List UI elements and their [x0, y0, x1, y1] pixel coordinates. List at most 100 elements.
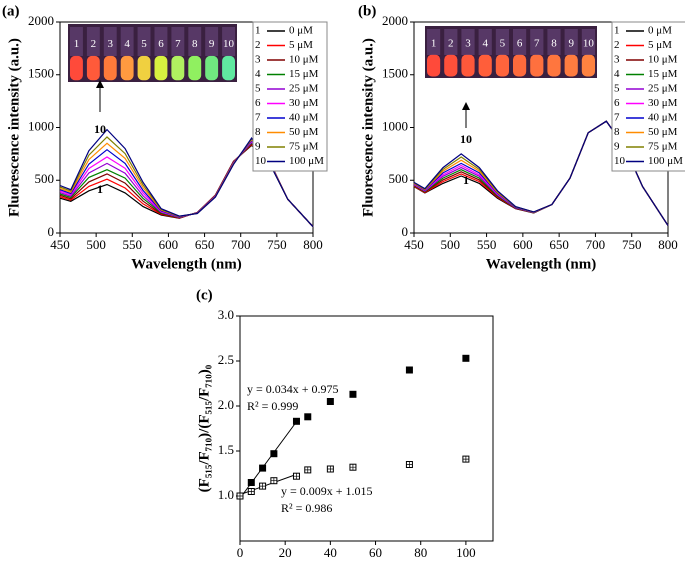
tube	[154, 55, 168, 81]
legend-index: 7	[255, 112, 261, 124]
legend-label: 50 μM	[648, 126, 678, 138]
data-point-cross	[259, 483, 266, 490]
data-point	[292, 417, 300, 425]
tube-number: 9	[209, 38, 215, 50]
tube-top	[581, 29, 595, 55]
x-tick-label: 650	[195, 237, 215, 252]
tube-number: 3	[465, 38, 471, 50]
tube	[564, 54, 578, 77]
tube-top	[530, 29, 544, 55]
tube	[547, 54, 561, 77]
x-tick-label: 450	[50, 237, 70, 252]
tube-number: 7	[175, 38, 181, 50]
x-tick-label: 600	[159, 237, 179, 252]
legend-label: 30 μM	[289, 97, 319, 109]
annotation: 10	[460, 132, 472, 146]
tube-top	[427, 29, 441, 55]
tube	[444, 54, 458, 77]
data-point	[349, 390, 357, 398]
panel-label: (c)	[196, 287, 213, 303]
legend-index: 2	[614, 39, 620, 51]
tube-number: 10	[223, 38, 235, 50]
x-tick-label: 500	[86, 237, 106, 252]
x-tick-label: 750	[267, 237, 287, 252]
tube-top	[171, 27, 185, 56]
tube-top	[495, 29, 509, 55]
panel-label: (b)	[358, 3, 376, 19]
tube	[86, 55, 100, 81]
legend-index: 1	[255, 25, 261, 37]
legend-index: 8	[614, 126, 620, 138]
data-point	[270, 450, 278, 458]
tube	[222, 55, 235, 81]
y-tick-label: 0	[402, 224, 409, 239]
x-tick-label: 550	[123, 237, 143, 252]
tube	[427, 54, 441, 77]
tube-top	[70, 27, 83, 56]
legend-index: 6	[255, 97, 261, 109]
legend-label: 25 μM	[648, 83, 678, 95]
fit-equation: y = 0.009x + 1.015	[281, 484, 373, 498]
legend-index: 3	[255, 54, 261, 66]
tube-top	[205, 27, 219, 56]
legend-index: 4	[255, 68, 261, 80]
x-tick-label: 100	[456, 545, 476, 560]
legend-label: 100 μM	[648, 155, 683, 167]
x-tick-label: 750	[622, 237, 642, 252]
data-point-cross	[293, 473, 300, 480]
legend-index: 9	[614, 141, 620, 153]
data-point-cross	[349, 464, 356, 471]
fit-r2: R² = 0.999	[247, 399, 298, 413]
data-point-cross	[237, 493, 243, 499]
y-axis-label: Fluorescence intensity (a.u.)	[6, 38, 22, 217]
tube-number: 4	[124, 38, 130, 50]
y-tick-label: 2000	[382, 13, 408, 28]
annotation: 1	[463, 173, 469, 187]
x-tick-label: 0	[237, 545, 244, 560]
tube	[120, 55, 134, 81]
y-tick-label: 2.0	[218, 397, 234, 412]
y-tick-label: 2.5	[218, 352, 234, 367]
legend-label: 75 μM	[289, 141, 319, 153]
tube-number: 2	[448, 38, 454, 50]
y-tick-label: 500	[389, 171, 409, 186]
tube-number: 10	[583, 38, 595, 50]
legend-index: 9	[255, 141, 261, 153]
legend-label: 100 μM	[289, 155, 324, 167]
legend-label: 40 μM	[289, 112, 319, 124]
tube-top	[461, 29, 475, 55]
x-tick-label: 600	[513, 237, 533, 252]
y-axis-label: (F₅₁₅/F₇₁₀)/(F₅₁₅/F₇₁₀)₀	[196, 364, 212, 492]
legend-label: 50 μM	[289, 126, 319, 138]
tube-top	[222, 27, 235, 56]
tube-top	[137, 27, 151, 56]
y-tick-label: 1.5	[218, 442, 234, 457]
tube-number: 3	[108, 38, 114, 50]
legend-index: 10	[614, 155, 626, 167]
tube-number: 1	[74, 38, 80, 50]
data-point	[259, 464, 267, 472]
y-tick-label: 1000	[28, 118, 54, 133]
legend-label: 0 μM	[648, 25, 672, 37]
legend-label: 75 μM	[648, 141, 678, 153]
x-tick-label: 700	[586, 237, 606, 252]
tube-top	[444, 29, 458, 55]
legend-label: 10 μM	[289, 54, 319, 66]
x-tick-label: 500	[441, 237, 461, 252]
y-tick-label: 1000	[382, 118, 408, 133]
legend-index: 1	[614, 25, 620, 37]
y-tick-label: 1500	[382, 66, 408, 81]
legend-label: 30 μM	[648, 97, 678, 109]
tube-number: 4	[482, 38, 488, 50]
x-tick-label: 60	[369, 545, 382, 560]
tube-top	[188, 27, 202, 56]
data-point-cross	[248, 488, 255, 495]
x-tick-label: 550	[477, 237, 497, 252]
legend-index: 2	[255, 39, 261, 51]
y-tick-label: 1.0	[218, 487, 234, 502]
legend-label: 0 μM	[289, 25, 313, 37]
legend-box	[611, 21, 685, 172]
y-tick-label: 2000	[28, 13, 54, 28]
data-point	[405, 366, 413, 374]
